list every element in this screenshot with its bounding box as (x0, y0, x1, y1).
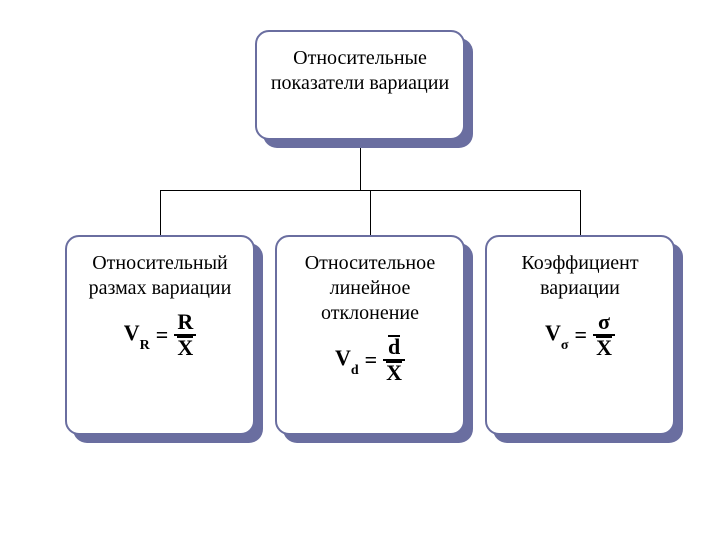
formula-numerator: σ (595, 311, 613, 333)
node-c2: Относительное линейное отклонениеVd=dX (275, 235, 465, 435)
formula-lhs: VR (124, 320, 150, 350)
node-box: Относительное линейное отклонениеVd=dX (275, 235, 465, 435)
node-title: Относительный размах вариации (75, 251, 245, 301)
connector-child-0 (160, 190, 161, 235)
formula-sub: R (140, 338, 150, 353)
formula-fraction: dX (383, 336, 405, 384)
node-c1: Относительный размах вариацииVR=RX (65, 235, 255, 435)
formula-sub: d (351, 363, 359, 378)
connector-child-1 (370, 190, 371, 235)
node-title: Коэффициент вариации (495, 251, 665, 301)
node-title: Относительные показатели вариации (265, 46, 455, 96)
node-c3: Коэффициент вариацииVσ=σX (485, 235, 675, 435)
formula-equals: = (156, 322, 169, 348)
node-box: Относительный размах вариацииVR=RX (65, 235, 255, 435)
formula-denominator: X (174, 337, 196, 359)
connector-child-2 (580, 190, 581, 235)
formula-equals: = (575, 322, 588, 348)
formula-lhs: Vd (335, 345, 359, 375)
formula-lhs: Vσ (545, 320, 569, 350)
node-formula: Vσ=σX (545, 311, 615, 359)
node-root: Относительные показатели вариации (255, 30, 465, 140)
node-box: Коэффициент вариацииVσ=σX (485, 235, 675, 435)
node-title: Относительное линейное отклонение (285, 251, 455, 326)
formula-numerator: R (174, 311, 196, 333)
node-formula: Vd=dX (335, 336, 405, 384)
formula-fraction: RX (174, 311, 196, 359)
connector-root-down (360, 148, 361, 190)
formula-numerator: d (385, 336, 403, 358)
formula-fraction: σX (593, 311, 615, 359)
node-box: Относительные показатели вариации (255, 30, 465, 140)
formula-denominator: X (383, 362, 405, 384)
node-formula: VR=RX (124, 311, 196, 359)
formula-equals: = (365, 347, 378, 373)
formula-denominator: X (593, 337, 615, 359)
formula-sub: σ (561, 338, 569, 353)
